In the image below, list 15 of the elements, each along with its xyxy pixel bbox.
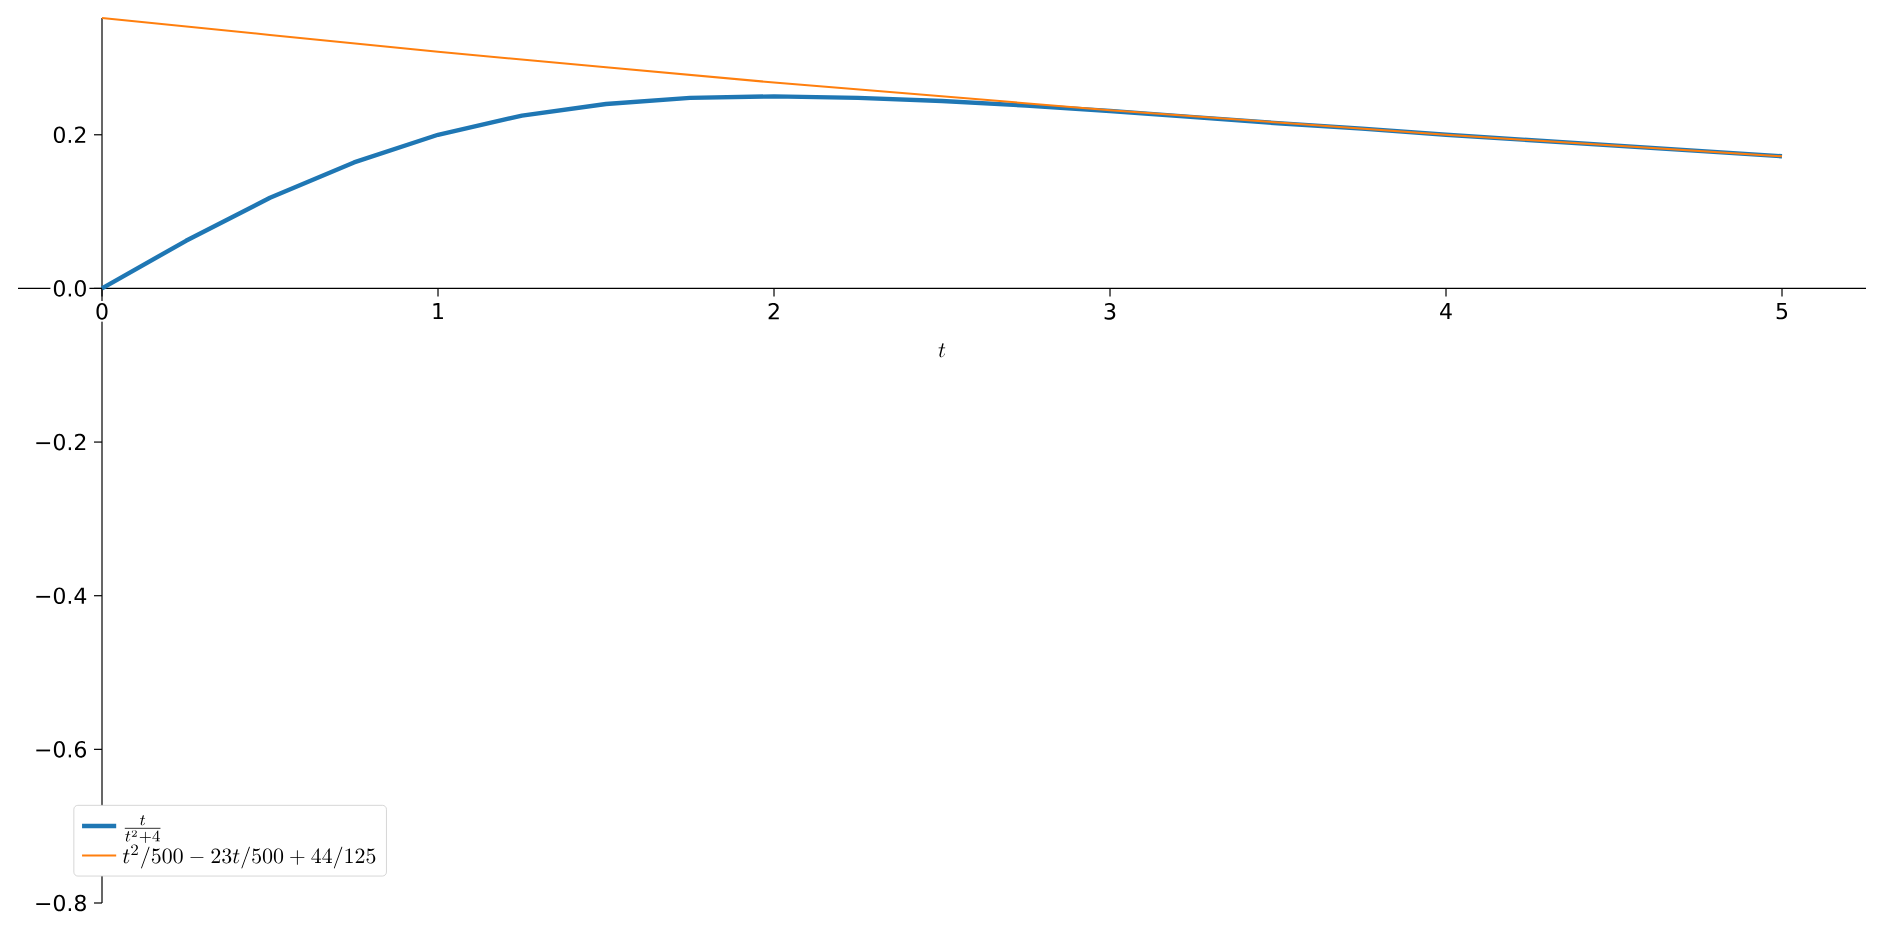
x-axis-title: $t$: [938, 343, 946, 358]
y-tick-label: −0.4: [36, 587, 87, 605]
y-tick-label: 0.0: [53, 280, 86, 297]
y-tick-label: −0.2: [36, 433, 86, 451]
x-tick-label: 5: [1776, 303, 1788, 320]
y-tick-label: 0.2: [53, 126, 86, 144]
y-tick-label: −0.8: [36, 894, 86, 912]
legend-label: $\frac{t}{t^{2} + 4}$: [124, 815, 161, 844]
x-tick-label: 4: [1440, 303, 1452, 320]
x-tick-label: 2: [768, 303, 779, 320]
x-tick-label: 0: [96, 303, 108, 320]
x-tick-label: 3: [1104, 303, 1116, 320]
legend-label: $t^{2}/500 - 23 t/500 + 44/125$: [122, 844, 376, 869]
y-tick-label: −0.6: [36, 741, 87, 758]
x-tick-label: 1: [433, 303, 443, 320]
